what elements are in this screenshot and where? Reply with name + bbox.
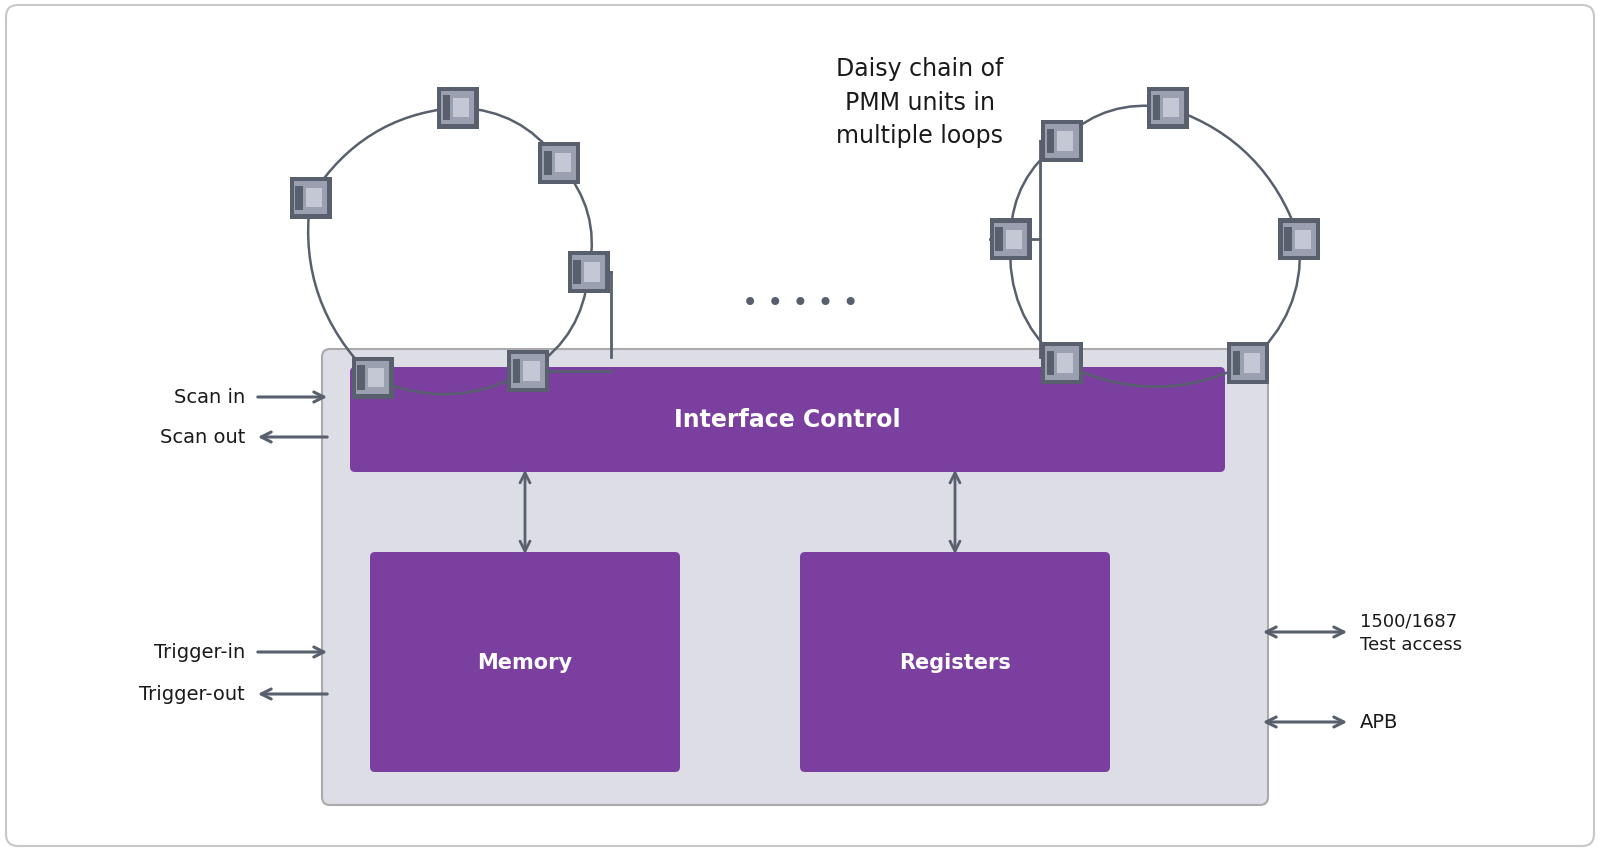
Bar	[573, 261, 581, 285]
Bar	[437, 88, 478, 130]
Bar	[1285, 228, 1291, 252]
Bar	[584, 263, 600, 283]
Bar	[571, 256, 605, 290]
Text: Daisy chain of
PMM units in
multiple loops: Daisy chain of PMM units in multiple loo…	[837, 57, 1003, 148]
Text: Trigger-out: Trigger-out	[139, 685, 245, 704]
Bar	[538, 142, 581, 185]
Bar	[442, 92, 475, 125]
Bar	[1045, 347, 1078, 381]
Bar	[542, 147, 576, 181]
Bar	[514, 360, 520, 383]
Bar	[306, 188, 322, 208]
Text: Scan out: Scan out	[160, 428, 245, 447]
Bar	[1058, 132, 1074, 152]
Bar	[1234, 352, 1240, 376]
Bar	[368, 368, 384, 388]
Bar	[1150, 92, 1184, 125]
Bar	[1283, 223, 1317, 256]
Bar	[995, 228, 1003, 252]
Bar	[568, 252, 610, 294]
Text: • • • • •: • • • • •	[742, 289, 858, 317]
Bar	[523, 361, 539, 381]
Text: Registers: Registers	[899, 653, 1011, 672]
Bar	[1006, 230, 1022, 250]
Bar	[1040, 343, 1083, 384]
Text: Interface Control: Interface Control	[674, 408, 901, 432]
Bar	[1045, 125, 1078, 158]
Bar	[1294, 230, 1310, 250]
Bar	[989, 219, 1032, 261]
Bar	[453, 99, 469, 118]
Bar	[994, 223, 1027, 256]
Bar	[1243, 354, 1259, 373]
FancyBboxPatch shape	[370, 552, 680, 772]
Bar	[1232, 347, 1266, 381]
Bar	[507, 350, 549, 392]
Bar	[294, 181, 328, 216]
Bar	[1046, 130, 1054, 154]
Bar	[1147, 88, 1189, 130]
Bar	[296, 187, 302, 210]
FancyBboxPatch shape	[6, 6, 1594, 846]
Bar	[1163, 99, 1179, 118]
Text: Trigger-in: Trigger-in	[154, 642, 245, 662]
FancyBboxPatch shape	[800, 552, 1110, 772]
Text: APB: APB	[1360, 712, 1398, 732]
Bar	[1046, 352, 1054, 376]
Bar	[1227, 343, 1269, 384]
Bar	[544, 152, 552, 176]
Text: 1500/1687
Test access: 1500/1687 Test access	[1360, 612, 1462, 653]
Bar	[512, 354, 546, 389]
Bar	[352, 357, 394, 399]
Bar	[290, 177, 331, 220]
Bar	[1058, 354, 1074, 373]
Bar	[1040, 121, 1083, 163]
Bar	[355, 361, 389, 395]
Bar	[555, 154, 571, 173]
FancyBboxPatch shape	[350, 367, 1226, 473]
Text: Scan in: Scan in	[174, 388, 245, 407]
Bar	[1152, 96, 1160, 120]
Bar	[357, 366, 365, 390]
FancyBboxPatch shape	[322, 349, 1267, 805]
Bar	[443, 96, 450, 120]
Bar	[1278, 219, 1320, 261]
Text: Memory: Memory	[477, 653, 573, 672]
